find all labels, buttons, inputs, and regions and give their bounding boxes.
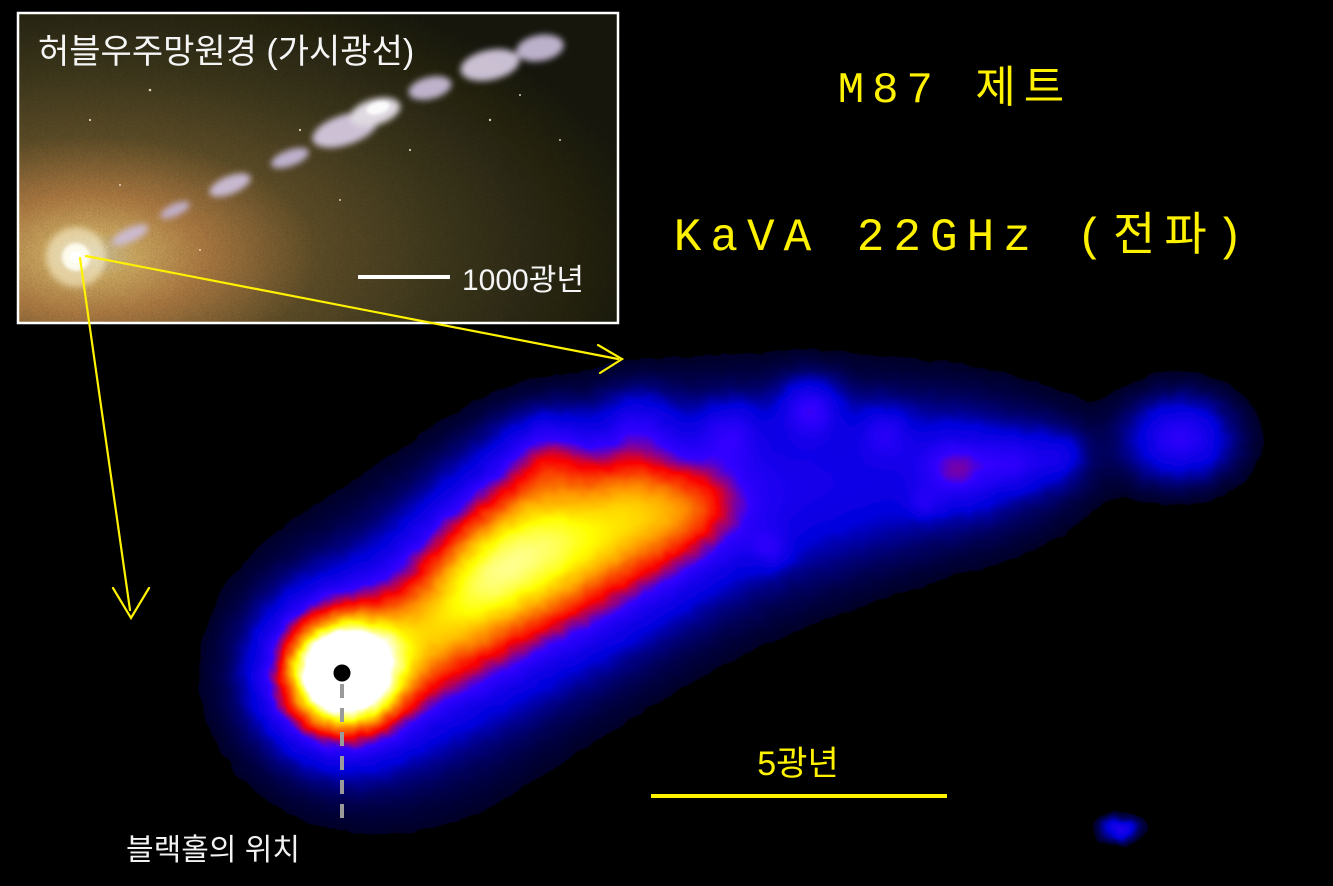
svg-text:블랙홀의 위치: 블랙홀의 위치 <box>126 834 300 867</box>
svg-text:1000광년: 1000광년 <box>462 264 584 297</box>
svg-text:허블우주망원경 (가시광선): 허블우주망원경 (가시광선) <box>38 33 414 71</box>
svg-text:5광년: 5광년 <box>757 745 838 783</box>
svg-text:M87 제트: M87 제트 <box>838 65 1073 116</box>
svg-text:KaVA 22GHz (전파): KaVA 22GHz (전파) <box>674 212 1253 264</box>
